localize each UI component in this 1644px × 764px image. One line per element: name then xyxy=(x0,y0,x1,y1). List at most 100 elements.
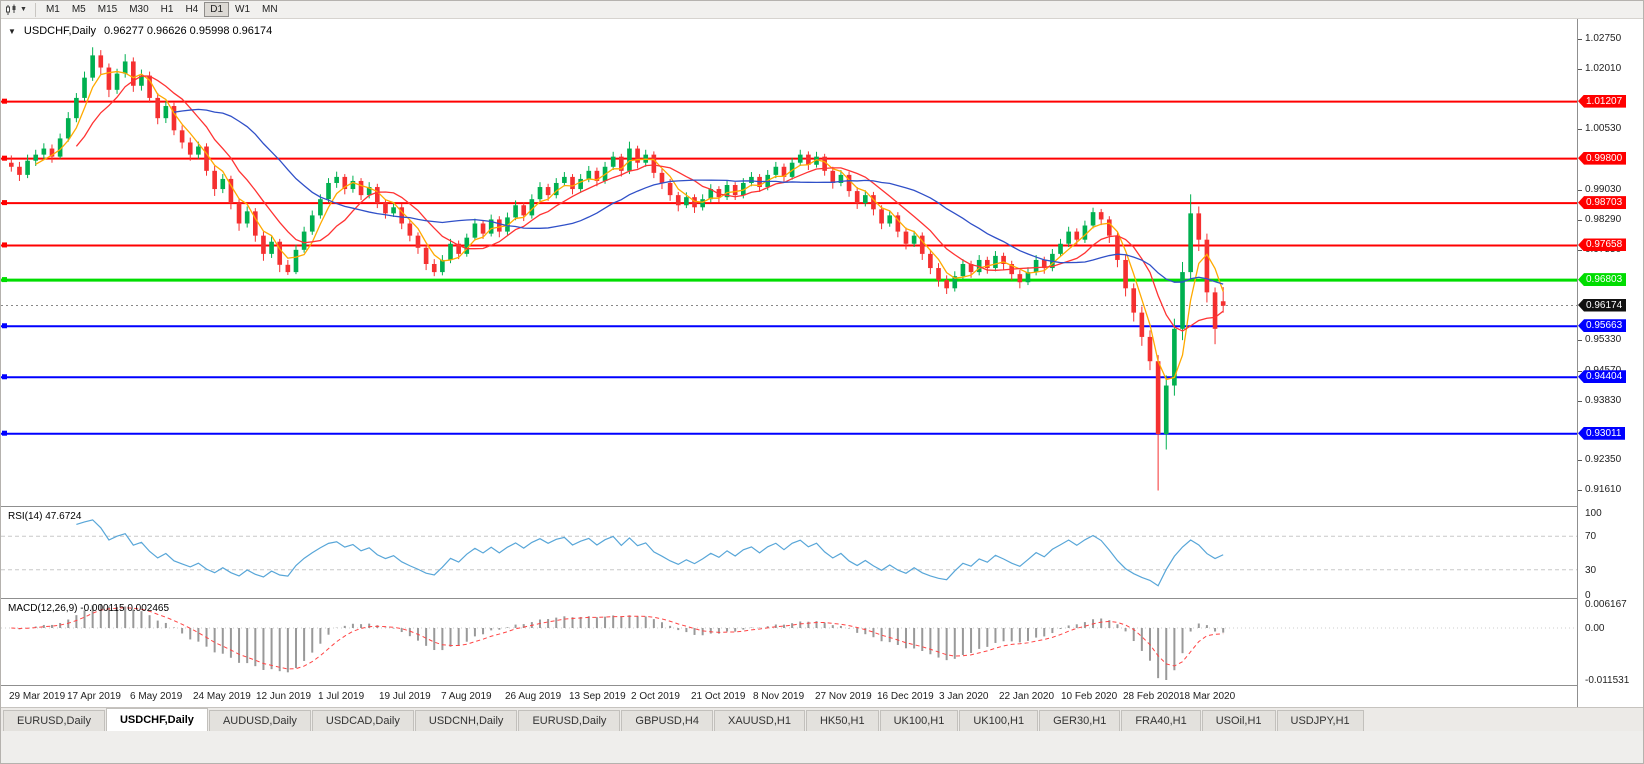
chart-tab[interactable]: GER30,H1 xyxy=(1039,710,1121,731)
current-price-tag: 0.96174 xyxy=(1578,298,1627,312)
date-axis-label: 10 Feb 2020 xyxy=(1061,691,1118,702)
macd-indicator-label: MACD(12,26,9) -0.000115 0.002465 xyxy=(8,603,170,614)
panel-separator[interactable] xyxy=(1,598,1643,599)
chart-ohlc-values: 0.96277 0.96626 0.95998 0.96174 xyxy=(104,25,273,37)
candlestick-chart-icon xyxy=(6,4,16,15)
price-axis-label: 0.92350 xyxy=(1585,454,1622,466)
price-level-tag[interactable]: 0.93011 xyxy=(1578,426,1626,440)
price-axis-tick xyxy=(1578,249,1582,251)
chart-tab[interactable]: USDCNH,Daily xyxy=(414,710,518,731)
price-level-tag[interactable]: 0.96803 xyxy=(1578,273,1627,287)
timeframe-m1[interactable]: M1 xyxy=(40,2,66,17)
chart-tab[interactable]: EURUSD,Daily xyxy=(518,710,621,731)
panel-separator[interactable] xyxy=(1,506,1643,507)
date-axis-label: 21 Oct 2019 xyxy=(691,691,746,702)
price-axis-tick xyxy=(1578,370,1582,372)
macd-axis-label: -0.011531 xyxy=(1585,675,1630,686)
toolbar-separator xyxy=(34,2,36,17)
timeframe-m5[interactable]: M5 xyxy=(66,2,92,17)
chart-tab[interactable]: XAUUSD,H1 xyxy=(713,710,805,731)
date-axis[interactable]: 29 Mar 2019 17 Apr 2019 6 May 2019 24 May 2… xyxy=(1,687,1577,707)
price-axis-label: 0.93830 xyxy=(1585,394,1622,406)
chart-tab[interactable]: HK50,H1 xyxy=(805,710,879,731)
timeframe-m30[interactable]: M30 xyxy=(123,2,154,17)
price-axis-label: 1.02010 xyxy=(1585,63,1622,75)
date-axis-label: 13 Sep 2019 xyxy=(569,691,626,702)
timeframe-h4[interactable]: H4 xyxy=(179,2,204,17)
date-axis-label: 7 Aug 2019 xyxy=(441,691,492,702)
price-axis-label: 0.91610 xyxy=(1585,484,1622,496)
date-axis-label: 28 Feb 2020 xyxy=(1123,691,1180,702)
price-level-tag[interactable]: 0.94404 xyxy=(1578,370,1627,384)
price-axis-tick xyxy=(1578,490,1582,492)
date-axis-label: 1 Jul 2019 xyxy=(318,691,365,702)
rsi-axis-label: 0 xyxy=(1585,590,1591,601)
date-axis-label: 29 Mar 2019 xyxy=(9,691,66,702)
price-axis-label: 0.95330 xyxy=(1585,333,1622,345)
date-axis-label: 24 May 2019 xyxy=(193,691,251,702)
chart-marker-icon: ▼ xyxy=(8,26,16,36)
date-axis-label: 17 Apr 2019 xyxy=(67,691,121,702)
price-level-tag[interactable]: 0.97658 xyxy=(1578,238,1627,252)
price-axis-tick xyxy=(1578,400,1582,402)
rsi-axis-label: 30 xyxy=(1585,564,1597,576)
rsi-indicator-label: RSI(14) 47.6724 xyxy=(8,511,82,522)
chart-tab[interactable]: UK100,H1 xyxy=(879,710,959,731)
price-axis[interactable]: 1.027501.020101.005300.990300.982900.975… xyxy=(1577,19,1643,707)
chart-tab[interactable]: AUDUSD,Daily xyxy=(208,710,311,731)
chart-window-icon[interactable] xyxy=(5,4,18,16)
price-axis-label: 0.99030 xyxy=(1585,183,1622,195)
macd-axis-label: 0.00 xyxy=(1585,623,1605,634)
date-axis-label: 3 Jan 2020 xyxy=(939,691,989,702)
price-chart-canvas[interactable] xyxy=(1,19,1577,506)
chart-tab[interactable]: USOil,H1 xyxy=(1201,710,1276,731)
chart-tab-active[interactable]: USDCHF,Daily xyxy=(105,708,208,731)
timeframe-h1[interactable]: H1 xyxy=(155,2,180,17)
macd-axis-label: 0.006167 xyxy=(1585,599,1627,610)
price-axis-tick xyxy=(1578,39,1582,41)
price-level-tag[interactable]: 1.01207 xyxy=(1578,94,1627,108)
chart-tabs-bar: EURUSD,Daily USDCHF,Daily AUDUSD,Daily U… xyxy=(1,707,1643,731)
date-axis-label: 27 Nov 2019 xyxy=(815,691,872,702)
rsi-axis-label: 100 xyxy=(1585,508,1602,519)
price-axis-tick xyxy=(1578,189,1582,191)
chart-tab[interactable]: UK100,H1 xyxy=(959,710,1039,731)
chart-symbol-label: USDCHF,Daily xyxy=(23,25,97,37)
chart-style-dropdown-caret-icon[interactable]: ▼ xyxy=(20,6,27,13)
timeframe-d1[interactable]: D1 xyxy=(204,2,230,17)
price-axis-tick xyxy=(1578,129,1582,131)
chart-tab[interactable]: GBPUSD,H4 xyxy=(621,710,713,731)
date-axis-label: 8 Nov 2019 xyxy=(753,691,805,702)
chart-region: ▼ USDCHF,Daily 0.96277 0.96626 0.95998 0… xyxy=(1,19,1643,707)
date-axis-label: 2 Oct 2019 xyxy=(631,691,680,702)
price-level-tag[interactable]: 0.95663 xyxy=(1578,319,1627,333)
window-background xyxy=(1,731,1643,763)
chart-tab[interactable]: USDJPY,H1 xyxy=(1276,710,1364,731)
price-axis-tick xyxy=(1578,339,1582,341)
axis-separator xyxy=(1,685,1643,686)
macd-indicator-canvas[interactable] xyxy=(1,600,1577,685)
date-axis-label: 6 May 2019 xyxy=(130,691,183,702)
chart-title: ▼ USDCHF,Daily 0.96277 0.96626 0.95998 0… xyxy=(8,25,272,37)
date-axis-label: 19 Jul 2019 xyxy=(379,691,431,702)
timeframe-toolbar: ▼ M1 M5 M15 M30 H1 H4 D1 W1 MN xyxy=(1,1,1643,19)
date-axis-label: 22 Jan 2020 xyxy=(999,691,1055,702)
price-axis-label: 1.00530 xyxy=(1585,123,1622,135)
rsi-axis-label: 70 xyxy=(1585,531,1597,543)
price-axis-tick xyxy=(1578,219,1582,221)
chart-tab[interactable]: FRA40,H1 xyxy=(1121,710,1201,731)
timeframe-m15[interactable]: M15 xyxy=(92,2,123,17)
price-axis-label: 1.02750 xyxy=(1585,33,1622,45)
price-level-tag[interactable]: 0.98703 xyxy=(1578,196,1627,210)
chart-tab[interactable]: EURUSD,Daily xyxy=(3,710,105,731)
price-axis-tick xyxy=(1578,69,1582,71)
timeframe-mn[interactable]: MN xyxy=(256,2,284,17)
timeframe-w1[interactable]: W1 xyxy=(229,2,256,17)
date-axis-label: 26 Aug 2019 xyxy=(505,691,562,702)
date-axis-label: 16 Dec 2019 xyxy=(877,691,934,702)
rsi-indicator-canvas[interactable] xyxy=(1,508,1577,598)
price-axis-label: 0.94570 xyxy=(1585,364,1622,376)
price-level-tag[interactable]: 0.99800 xyxy=(1578,151,1627,165)
chart-tab[interactable]: USDCAD,Daily xyxy=(311,710,414,731)
